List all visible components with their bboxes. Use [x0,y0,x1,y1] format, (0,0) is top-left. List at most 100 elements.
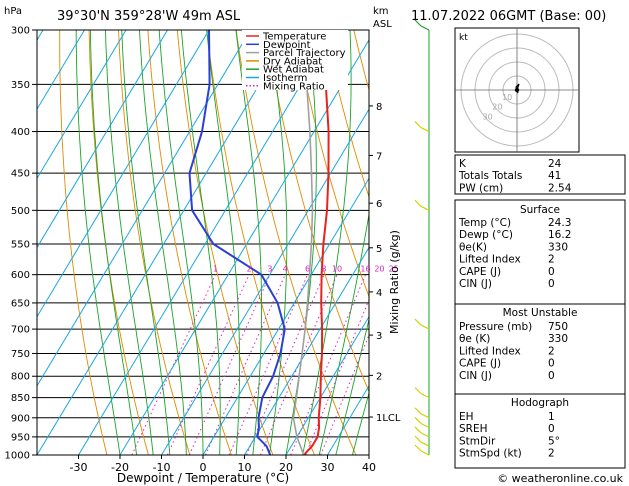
pressure-tick-label: 1000 [5,451,30,462]
wind-barb-flag [414,19,422,27]
wind-barb [420,441,430,447]
dry-adiabat [59,30,108,455]
hodograph-value: 5° [548,435,560,447]
legend-entry: Wet Adiabat [263,65,324,76]
x-tick-label: -10 [153,461,171,474]
hodograph-label: EH [459,411,474,423]
pressure-tick-label: 750 [11,349,30,360]
dry-adiabat [88,30,149,455]
wind-barb-flag [414,444,422,452]
pressure-tick-label: 950 [11,432,30,443]
wet-adiabat [121,30,171,455]
surface-label: CAPE (J) [459,266,501,278]
surface-title: Surface [520,204,560,216]
hodograph-ring-label: 20 [492,103,502,112]
mixing-ratio-line [131,274,216,455]
isotherm-line [37,30,85,111]
wet-adiabat [105,30,154,455]
pressure-tick-label: 850 [11,393,30,404]
pressure-tick-label: 350 [11,80,30,91]
legend-entry: Dewpoint [263,40,311,51]
most-unstable-value: 0 [548,370,555,382]
pressure-tick-label: 600 [11,270,30,281]
dry-adiabat [147,30,232,455]
wind-barb-flag [414,407,422,415]
wet-adiabat [89,30,138,455]
index-value: 41 [548,170,561,182]
isotherm-line [119,39,369,455]
height-tick-label: 5 [376,244,382,255]
pressure-tick-label: 450 [11,169,30,180]
mixing-ratio-axis-label: Mixing Ratio (g/kg) [388,230,401,334]
x-tick-label: 0 [200,461,207,474]
mixing-ratio-line [228,274,308,455]
mixing-ratio-line [320,333,369,455]
dewpoint-line [188,30,286,455]
hodograph-table-box [454,393,626,469]
dry-adiabat [265,30,369,393]
hodograph-label: StmDir [459,435,496,447]
surface-value: 2 [548,254,555,266]
mixing-ratio-label: 25 [389,265,399,274]
dry-adiabat [118,30,191,455]
mixing-ratio-line [260,274,338,455]
wind-barb [420,422,430,429]
most-unstable-label: Pressure (mb) [459,321,532,333]
surface-label: Dewp (°C) [459,229,513,241]
wind-barb-flag [414,318,422,326]
x-tick-label: 40 [362,461,376,474]
x-tick-label: -30 [70,461,88,474]
isotherm-line [161,108,369,455]
most-unstable-title: Most Unstable [503,307,578,319]
mixing-ratio-label: 20 [374,265,384,274]
index-label: K [459,158,467,170]
surface-box [454,199,626,305]
hodograph-label: StmSpd (kt) [459,448,522,460]
height-tick-label: 2 [376,371,382,382]
isotherm-line [37,30,210,318]
wind-barb-flag [414,121,422,128]
pressure-tick-label: 550 [11,239,30,250]
surface-value: 0 [548,278,555,290]
x-axis-label: Dewpoint / Temperature (°C) [117,471,289,485]
mixing-ratio-label: 6 [305,265,310,274]
mixing-ratio-label: 8 [321,265,326,274]
wind-barb [420,127,430,133]
most-unstable-label: Lifted Index [459,345,521,357]
height-tick-label: 8 [376,102,382,113]
hodograph-storm-motion [514,87,520,93]
wet-adiabat [235,30,262,455]
x-tick-label: 10 [238,461,252,474]
datetime-title: 11.07.2022 06GMT (Base: 00) [411,9,606,24]
mixing-ratio-label: 2 [247,265,252,274]
height-tick-label: 3 [376,331,382,342]
mixing-ratio-line [188,274,271,455]
legend-entry: Parcel Trajectory [263,48,346,59]
surface-label: Temp (°C) [458,217,511,229]
hodograph-value: 1 [548,411,555,423]
wet-adiabat [158,30,204,455]
index-value: 24 [548,158,562,170]
isotherm-line [202,177,369,455]
pressure-tick-label: 500 [11,206,30,217]
height-tick-label: 7 [376,151,382,162]
wet-adiabat [139,30,187,455]
wind-barb-flag [414,387,422,395]
pressure-tick-label: 650 [11,298,30,309]
wet-adiabat [302,30,352,455]
temperature-line [303,30,330,455]
dry-adiabat [206,30,315,455]
legend-entry: Isotherm [263,73,307,84]
surface-value: 16.2 [548,229,571,241]
wet-adiabat [318,211,369,455]
isotherm-line [285,315,369,455]
x-tick-label: -20 [111,461,129,474]
wind-barb [420,432,430,438]
isotherm-line [37,30,168,249]
dry-adiabat [323,30,369,199]
surface-label: Lifted Index [459,254,521,266]
mixing-ratio-line [246,274,325,455]
mixing-ratio-line [205,274,286,455]
wet-adiabat [180,30,221,455]
height-tick-label: 6 [376,199,382,210]
